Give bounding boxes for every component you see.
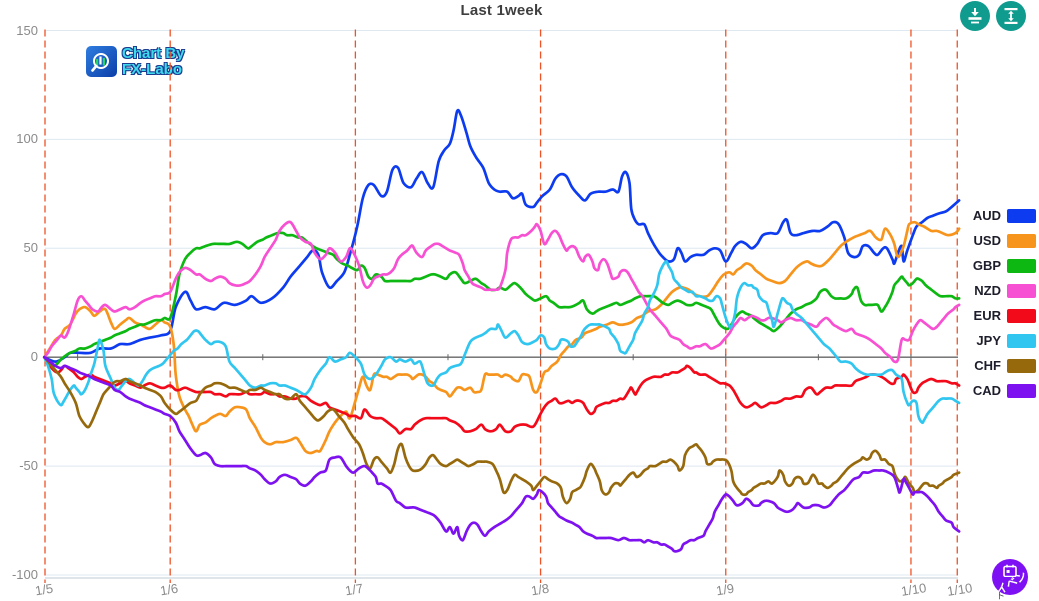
series-line-usd xyxy=(42,220,961,455)
legend: AUD USD GBP NZD EUR JPY CHF CAD xyxy=(964,203,1036,403)
expand-vertical-icon xyxy=(1004,8,1018,24)
legend-item-gbp[interactable]: GBP xyxy=(964,253,1036,278)
x-axis-label: 1/5 xyxy=(33,580,55,599)
legend-item-usd[interactable]: USD xyxy=(964,228,1036,253)
watermark: Chart By FX-Labo xyxy=(86,46,185,78)
event-button-clipped-text: ト xyxy=(996,591,1006,601)
series-line-jpy xyxy=(42,260,961,425)
legend-swatch xyxy=(1007,283,1036,298)
calendar-icon xyxy=(1003,564,1017,577)
legend-label: NZD xyxy=(974,283,1001,298)
legend-item-cad[interactable]: CAD xyxy=(964,378,1036,403)
legend-item-eur[interactable]: EUR xyxy=(964,303,1036,328)
legend-label: EUR xyxy=(973,308,1001,323)
legend-swatch xyxy=(1007,333,1036,348)
arrow-down-to-line-icon xyxy=(968,8,982,24)
series-line-cad xyxy=(42,355,961,553)
legend-item-nzd[interactable]: NZD xyxy=(964,278,1036,303)
y-axis-label: 0 xyxy=(30,349,38,365)
legend-label: CAD xyxy=(972,383,1001,398)
watermark-line2: FX-Labo xyxy=(122,61,182,78)
series-line-eur xyxy=(42,355,961,435)
legend-item-chf[interactable]: CHF xyxy=(964,353,1036,378)
legend-swatch xyxy=(1007,308,1036,323)
y-axis-label: -100 xyxy=(11,567,38,582)
series-line-gbp xyxy=(42,231,961,368)
expand-vertical-button[interactable] xyxy=(996,1,1026,31)
watermark-line1: Chart By xyxy=(122,45,185,62)
legend-label: GBP xyxy=(972,258,1001,273)
series-line-aud xyxy=(42,108,961,363)
x-axis-label: 1/7 xyxy=(344,580,365,599)
legend-item-jpy[interactable]: JPY xyxy=(964,328,1036,353)
x-axis-label: 1/8 xyxy=(529,580,550,599)
x-axis-label: 1/9 xyxy=(714,580,735,599)
legend-swatch xyxy=(1007,383,1036,398)
legend-swatch xyxy=(1007,208,1036,223)
legend-swatch xyxy=(1007,233,1036,248)
page-title: Last 1week xyxy=(460,2,543,19)
fit-vertical-button[interactable] xyxy=(960,1,990,31)
legend-label: JPY xyxy=(976,333,1001,348)
series-line-chf xyxy=(42,355,961,505)
x-axis-label: 1/6 xyxy=(159,580,180,599)
fx-labo-logo-icon xyxy=(86,46,117,77)
legend-label: AUD xyxy=(972,208,1001,223)
y-axis-label: 50 xyxy=(23,240,38,256)
legend-swatch xyxy=(1007,358,1036,373)
y-axis-label: 100 xyxy=(16,131,38,147)
legend-swatch xyxy=(1007,258,1036,273)
y-axis-label: -50 xyxy=(19,458,38,474)
legend-item-aud[interactable]: AUD xyxy=(964,203,1036,228)
event-button[interactable]: イベン xyxy=(992,559,1028,595)
y-axis-label: 150 xyxy=(16,22,38,38)
legend-label: USD xyxy=(973,233,1001,248)
legend-label: CHF xyxy=(974,358,1001,373)
